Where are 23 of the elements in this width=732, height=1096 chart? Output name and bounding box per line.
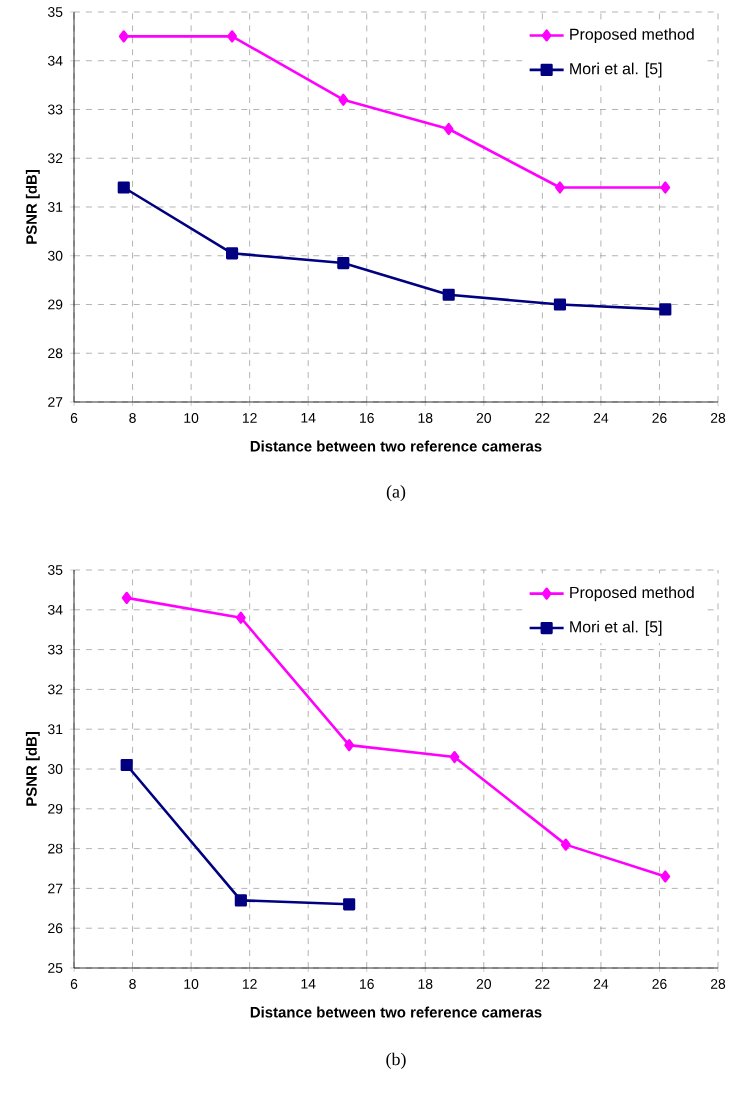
point	[121, 591, 132, 604]
point	[555, 181, 565, 194]
point	[118, 30, 129, 43]
point	[442, 288, 455, 301]
point	[443, 122, 454, 136]
point	[660, 870, 671, 883]
point	[343, 898, 356, 911]
point	[227, 30, 237, 43]
point	[449, 750, 460, 764]
point	[234, 894, 247, 907]
point	[560, 838, 571, 851]
point	[659, 303, 672, 316]
text: (a)	[386, 485, 406, 502]
point	[338, 93, 349, 106]
point	[553, 298, 567, 311]
point	[117, 181, 130, 194]
point	[225, 247, 239, 260]
text: (b)	[386, 1052, 406, 1069]
point	[120, 758, 133, 772]
point	[337, 256, 350, 270]
point	[344, 739, 355, 752]
point	[660, 181, 671, 194]
point	[235, 611, 246, 624]
